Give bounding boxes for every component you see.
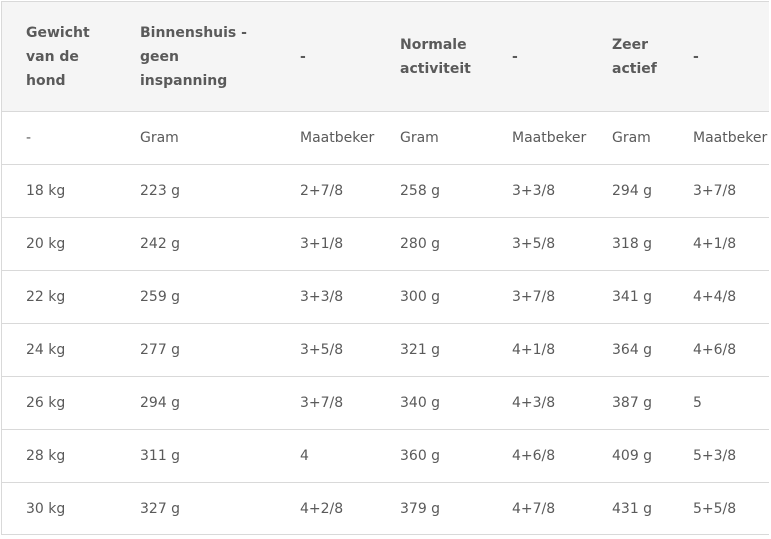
table-cell: 4+2/8 — [300, 501, 344, 517]
table-cell: 431 g — [612, 501, 653, 517]
table-cell: 3+7/8 — [276, 376, 376, 430]
table-subheader-row: - Gram Maatbeker Gram Maatbeker Gram Maa… — [2, 111, 769, 165]
table-cell: 4+3/8 — [488, 376, 588, 430]
table-cell: 5+5/8 — [693, 501, 737, 517]
table-cell: 223 g — [116, 164, 276, 218]
table-cell: 409 g — [588, 429, 669, 483]
subheader-cell: Gram — [588, 111, 669, 165]
table-cell: 379 g — [400, 501, 441, 517]
table-cell: 3+3/8 — [488, 164, 588, 218]
table-cell: 258 g — [376, 164, 488, 218]
table-cell: 300 g — [376, 270, 488, 324]
table-row: 26 kg 294 g 3+7/8 340 g 4+3/8 387 g 5 — [2, 376, 769, 430]
subheader-cell: Gram — [376, 111, 488, 165]
table-cell: 3+1/8 — [276, 217, 376, 271]
table-cell: 311 g — [116, 429, 276, 483]
table-cell: 327 g — [140, 501, 181, 517]
header-cell-active: Zeer actief — [588, 2, 669, 112]
table-cell: 26 kg — [2, 376, 116, 430]
header-cell-normal: Normale activiteit — [376, 2, 488, 112]
subheader-cell: Maatbeker — [276, 111, 376, 165]
subheader-cell: - — [2, 111, 116, 165]
table-cell: 18 kg — [2, 164, 116, 218]
table-cell: 340 g — [376, 376, 488, 430]
table-row: 18 kg 223 g 2+7/8 258 g 3+3/8 294 g 3+7/… — [2, 164, 769, 218]
table-cell: 280 g — [376, 217, 488, 271]
table-cell: 4+1/8 — [488, 323, 588, 377]
table-cell: 259 g — [116, 270, 276, 324]
table-cell: 4+6/8 — [669, 323, 769, 377]
subheader-cell: Maatbeker — [488, 111, 588, 165]
table-cell: 2+7/8 — [276, 164, 376, 218]
table-cell: 4+1/8 — [669, 217, 769, 271]
table-cell: 3+7/8 — [488, 270, 588, 324]
table-cell: 3+3/8 — [276, 270, 376, 324]
table-cell: 3+5/8 — [276, 323, 376, 377]
header-cell-indoor: Binnenshuis - geen inspanning — [116, 2, 276, 112]
table-cell: 24 kg — [2, 323, 116, 377]
table-cell: 318 g — [588, 217, 669, 271]
table-cell: 5+3/8 — [669, 429, 769, 483]
table-cell: 242 g — [116, 217, 276, 271]
table-cell: 4+4/8 — [669, 270, 769, 324]
table-row: 20 kg 242 g 3+1/8 280 g 3+5/8 318 g 4+1/… — [2, 217, 769, 271]
table-row: 28 kg 311 g 4 360 g 4+6/8 409 g 5+3/8 — [2, 429, 769, 483]
table-cell: 4+6/8 — [488, 429, 588, 483]
table-cell: 294 g — [116, 376, 276, 430]
table-cell: 5 — [669, 376, 769, 430]
table-cell: 3+7/8 — [669, 164, 769, 218]
table-cell: 20 kg — [2, 217, 116, 271]
subheader-cell: Gram — [116, 111, 276, 165]
table-row: 22 kg 259 g 3+3/8 300 g 3+7/8 341 g 4+4/… — [2, 270, 769, 324]
table-cell: 387 g — [588, 376, 669, 430]
table-row: 24 kg 277 g 3+5/8 321 g 4+1/8 364 g 4+6/… — [2, 323, 769, 377]
table-cell: 3+5/8 — [488, 217, 588, 271]
subheader-cell: Maatbeker — [669, 111, 769, 165]
table-cell: 294 g — [588, 164, 669, 218]
header-cell-active-cup: - — [669, 2, 769, 112]
table-cell: 364 g — [588, 323, 669, 377]
table-row: 30 kg 327 g 4+2/8 379 g 4+7/8 431 g 5+5/… — [2, 483, 769, 535]
header-cell-weight: Gewicht van de hond — [2, 2, 116, 112]
table-cell: 360 g — [376, 429, 488, 483]
table-cell: 30 kg — [26, 501, 66, 517]
header-cell-indoor-cup: - — [276, 2, 376, 112]
header-cell-normal-cup: - — [488, 2, 588, 112]
table-cell: 341 g — [588, 270, 669, 324]
table-cell: 4+7/8 — [512, 501, 556, 517]
table-header-row: Gewicht van de hond Binnenshuis - geen i… — [2, 2, 769, 112]
table-cell: 28 kg — [2, 429, 116, 483]
table-cell: 22 kg — [2, 270, 116, 324]
table-cell: 277 g — [116, 323, 276, 377]
table-cell: 4 — [276, 429, 376, 483]
table-cell: 321 g — [376, 323, 488, 377]
